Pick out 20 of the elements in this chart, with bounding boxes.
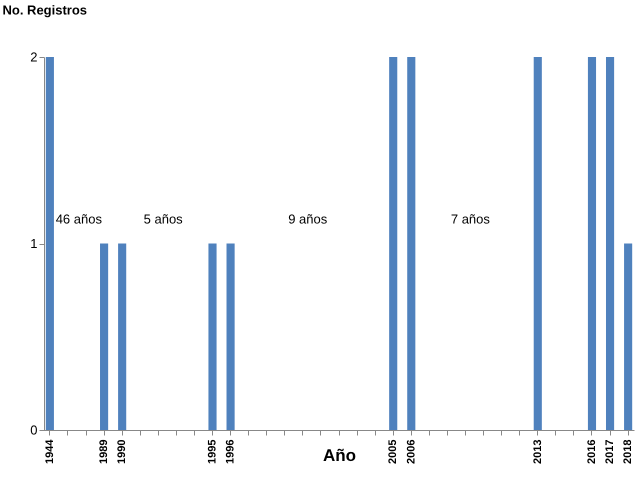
annotation: 46 años — [56, 211, 102, 226]
x-tick-label: 2017 — [604, 440, 616, 464]
y-tick-label: 0 — [30, 422, 38, 438]
x-tick-label: 2016 — [586, 440, 598, 464]
x-tick-label: 1990 — [116, 440, 128, 464]
x-tick-label: 1996 — [224, 440, 237, 464]
x-tick-label: 2018 — [622, 440, 634, 464]
x-tick-label: 2013 — [532, 440, 544, 464]
x-tick-label: 1989 — [98, 440, 110, 464]
x-tick-label: 1944 — [44, 438, 56, 464]
annotation: 9 años — [288, 211, 328, 226]
x-tick-label: 2005 — [387, 440, 400, 464]
x-tick-label: 1995 — [206, 440, 219, 464]
x-tick-label: 2006 — [405, 440, 418, 464]
y-tick-label: 2 — [30, 50, 38, 64]
annotation: 5 años — [144, 211, 184, 226]
annotation: 7 años — [450, 211, 490, 226]
y-tick-label: 1 — [30, 236, 38, 251]
y-axis-title: No. Registros — [2, 2, 88, 18]
x-axis-title: Año — [322, 446, 356, 465]
